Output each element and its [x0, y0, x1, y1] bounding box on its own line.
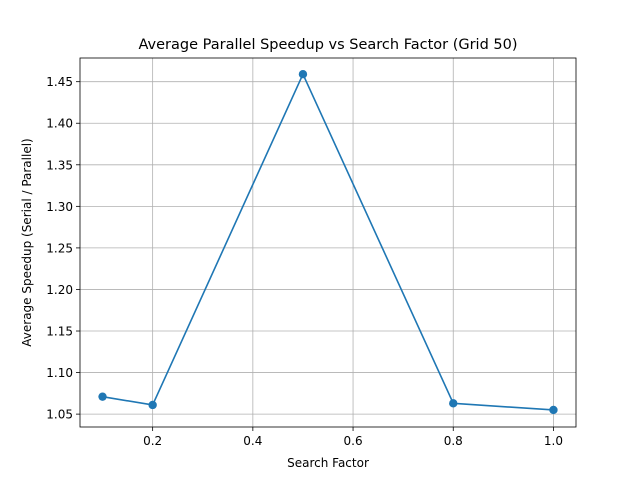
- y-tick-label: 1.35: [46, 158, 73, 172]
- y-tick-label: 1.05: [46, 408, 73, 422]
- x-tick-label: 0.8: [444, 434, 463, 448]
- chart-title: Average Parallel Speedup vs Search Facto…: [138, 37, 517, 53]
- y-tick-label: 1.15: [46, 325, 73, 339]
- x-axis-label: Search Factor: [287, 456, 369, 470]
- series-group: [98, 70, 558, 415]
- x-tick-label: 0.2: [143, 434, 162, 448]
- y-tick-label: 1.20: [46, 283, 73, 297]
- data-point: [549, 405, 558, 415]
- x-tick-label: 0.6: [344, 434, 363, 448]
- x-tick-label: 0.4: [243, 434, 262, 448]
- data-point: [298, 70, 308, 79]
- series-line: [102, 73, 554, 411]
- y-tick-label: 1.25: [46, 241, 73, 255]
- y-tick-label: 1.10: [46, 366, 73, 380]
- y-tick-label: 1.45: [46, 75, 73, 89]
- data-point: [148, 400, 157, 410]
- data-point: [98, 392, 107, 401]
- x-tick-label: 1.0: [544, 434, 563, 448]
- y-tick-label: 1.30: [46, 200, 73, 214]
- data-point: [449, 399, 458, 408]
- y-axis-label: Average Speedup (Serial / Parallel): [20, 138, 34, 346]
- axis-ticks: 0.2 0.4 0.6 0.8 1.0 1.05 1.10 1.15 1.20 1.25 1.30 1…: [46, 75, 563, 448]
- plot-area-frame: [79, 57, 577, 428]
- y-tick-label: 1.40: [46, 117, 73, 131]
- grid: [80, 58, 576, 427]
